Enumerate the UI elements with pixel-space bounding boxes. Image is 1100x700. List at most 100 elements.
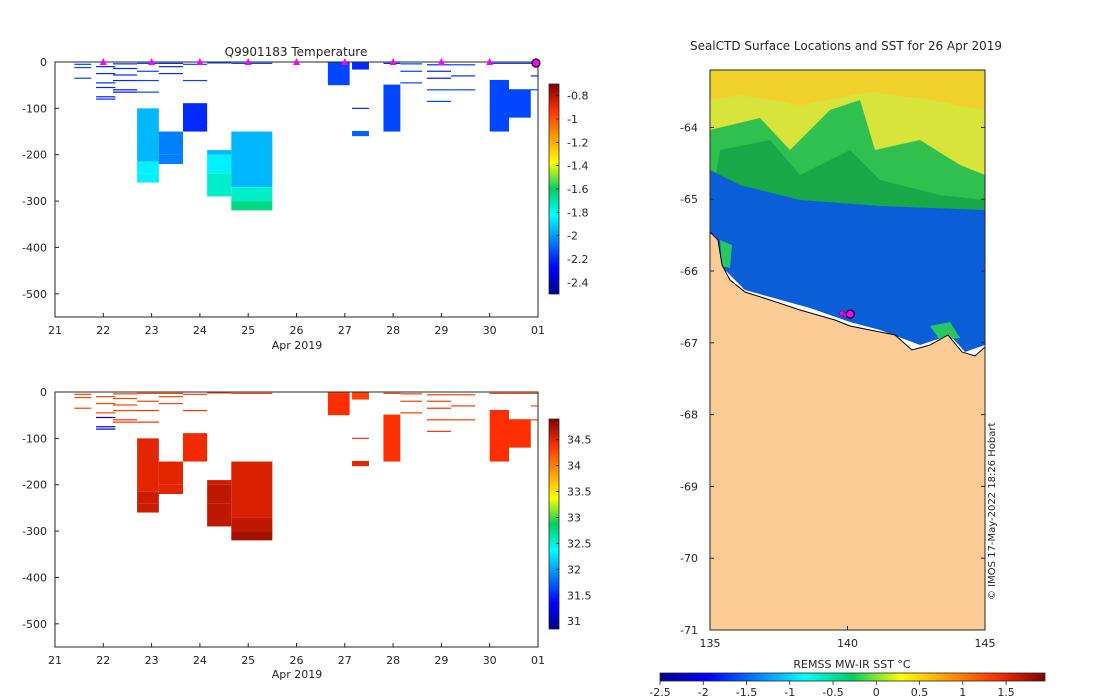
profile-level xyxy=(137,70,159,72)
profile-level xyxy=(112,421,138,423)
profile-marker xyxy=(486,58,494,65)
x-tick-label: 22 xyxy=(96,324,110,337)
profile-level xyxy=(182,79,208,82)
colorbar-tick-label: 32 xyxy=(567,563,581,576)
temperature-axes-frame xyxy=(54,61,539,318)
profile-segment xyxy=(327,392,350,395)
y-tick-label: -100 xyxy=(22,102,47,115)
sst-colorbar-tick-label: -0.5 xyxy=(822,686,843,699)
lat-tick-label: -64 xyxy=(680,121,698,134)
profile-level xyxy=(489,62,510,64)
profile-level xyxy=(96,86,116,89)
profile-segment xyxy=(352,392,369,394)
profile-level xyxy=(112,89,138,91)
sst-field xyxy=(710,70,985,630)
profile-level xyxy=(182,393,208,395)
profile-level xyxy=(530,392,538,394)
profile-segment xyxy=(158,154,183,164)
x-tick-label: 25 xyxy=(241,654,255,667)
profile-level xyxy=(158,66,183,68)
profile-level xyxy=(74,407,92,409)
colorbar-tick-label: 34 xyxy=(567,460,581,473)
profile-segment xyxy=(182,452,208,462)
colorbar-tick-label: 32.5 xyxy=(567,537,592,550)
colorbar-tick-label: -1 xyxy=(567,113,578,126)
x-tick-label: 27 xyxy=(338,324,352,337)
temperature-title: Q9901183 Temperature xyxy=(225,45,368,59)
profile-level xyxy=(158,402,183,405)
profile-level xyxy=(426,77,452,79)
y-tick-label: -400 xyxy=(22,241,47,254)
lat-tick-label: -69 xyxy=(680,480,698,493)
profile-level xyxy=(96,428,116,430)
profile-segment xyxy=(207,154,232,174)
profile-level xyxy=(426,89,452,91)
profile-segment xyxy=(207,480,232,485)
lat-tick-label: -71 xyxy=(680,624,698,637)
y-tick-label: 0 xyxy=(40,386,47,399)
profile-segment xyxy=(327,64,350,86)
salinity-panel: 21 22 23 24 25 26 27 28 29 30 01 0 -100 -200 -300 -400 -… xyxy=(22,386,591,681)
salinity-xlabel: Apr 2019 xyxy=(272,668,323,681)
profile-segment xyxy=(207,503,232,527)
profile-level xyxy=(426,419,452,421)
profile-level xyxy=(489,392,510,394)
profile-level xyxy=(96,402,116,405)
profile-level xyxy=(112,67,138,70)
profile-segment xyxy=(158,461,183,485)
lat-tick-label: -66 xyxy=(680,265,698,278)
salinity-colorbar-ticks: 34.5 34 33.5 33 32.5 32 31.5 31 xyxy=(556,434,592,628)
profile-segment xyxy=(327,394,350,416)
x-tick-label: 01 xyxy=(531,324,545,337)
profile-segment xyxy=(182,122,208,132)
colorbar-tick-label: 31.5 xyxy=(567,589,592,602)
profile-level xyxy=(74,393,92,395)
profile-level xyxy=(400,400,423,402)
profile-level xyxy=(158,396,183,398)
profile-level xyxy=(112,397,138,400)
profile-level xyxy=(96,66,116,68)
profile-level xyxy=(426,100,452,103)
x-tick-label: 23 xyxy=(145,654,159,667)
map-credit: © IMOS 17-May-2022 18:26 Hobart xyxy=(987,423,998,600)
profile-segment xyxy=(352,131,369,137)
profile-markers xyxy=(99,58,541,68)
colorbar-tick-label: -2.4 xyxy=(567,276,588,289)
x-tick-label: 24 xyxy=(193,654,207,667)
profile-segment xyxy=(231,461,273,518)
profile-level xyxy=(426,407,452,409)
profile-level xyxy=(231,62,273,64)
profile-segment xyxy=(182,433,208,453)
profile-level xyxy=(112,91,138,93)
map-colorbar-label: REMSS MW-IR SST °C xyxy=(793,658,911,671)
profile-level xyxy=(207,392,232,394)
x-tick-label: 22 xyxy=(96,654,110,667)
lat-tick-label: -68 xyxy=(680,409,698,422)
profile-level xyxy=(112,63,138,65)
profile-segment xyxy=(327,62,350,65)
x-tick-label: 28 xyxy=(386,324,400,337)
sst-colorbar-tick-label: 0.5 xyxy=(911,686,929,699)
profile-level xyxy=(451,75,476,77)
sst-cold-water xyxy=(710,170,985,352)
profile-segment xyxy=(137,438,159,492)
x-tick-label: 28 xyxy=(386,654,400,667)
x-tick-label: 23 xyxy=(145,324,159,337)
profile-level xyxy=(112,79,138,82)
sst-green-band-dark xyxy=(715,140,985,212)
profile-segment xyxy=(352,62,369,64)
profile-segment xyxy=(231,187,273,202)
profile-level xyxy=(530,405,538,407)
colorbar-tick-label: -0.8 xyxy=(567,90,588,103)
profile-segment xyxy=(509,89,531,118)
profile-segment xyxy=(352,393,369,399)
profile-level xyxy=(426,430,452,433)
colorbar-tick-label: -2 xyxy=(567,230,578,243)
x-tick-label: 21 xyxy=(48,654,62,667)
colorbar-tick-label: -2.2 xyxy=(567,253,588,266)
profile-level xyxy=(451,405,476,407)
profile-level xyxy=(400,82,423,84)
colorbar-tick-label: 31 xyxy=(567,615,581,628)
profile-level xyxy=(509,392,531,394)
